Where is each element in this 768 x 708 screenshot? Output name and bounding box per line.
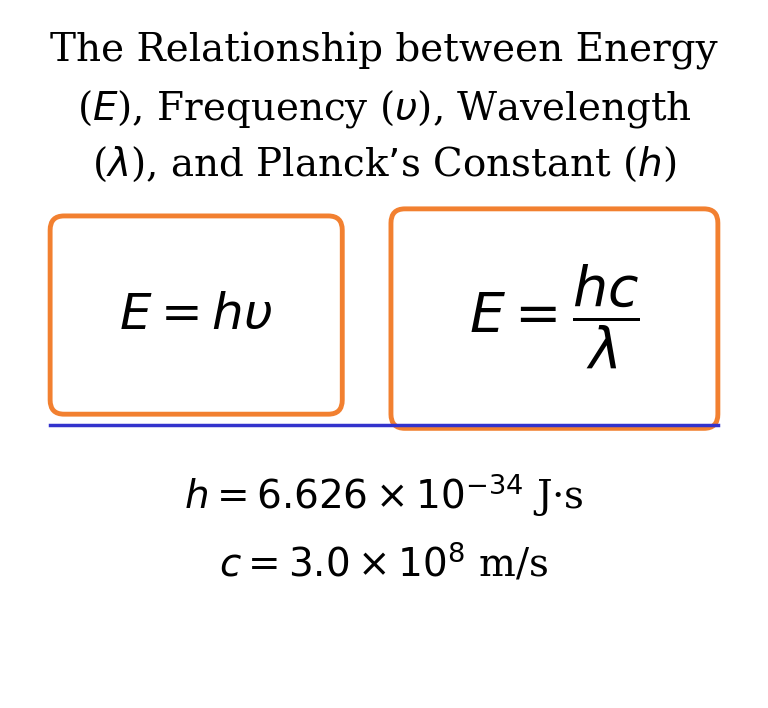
Text: $E=h\upsilon$: $E=h\upsilon$ bbox=[119, 290, 273, 340]
Text: $E = \dfrac{hc}{\lambda}$: $E = \dfrac{hc}{\lambda}$ bbox=[469, 263, 640, 371]
Text: ($E$), Frequency ($\upsilon$), Wavelength: ($E$), Frequency ($\upsilon$), Wavelengt… bbox=[77, 88, 691, 130]
Text: $h = 6.626 \times 10^{-34}$ J·s: $h = 6.626 \times 10^{-34}$ J·s bbox=[184, 471, 584, 518]
Text: ($\lambda$), and Planck’s Constant ($h$): ($\lambda$), and Planck’s Constant ($h$) bbox=[92, 145, 676, 184]
FancyBboxPatch shape bbox=[50, 216, 343, 414]
Text: The Relationship between Energy: The Relationship between Energy bbox=[50, 32, 718, 70]
Text: $c = 3.0 \times 10^{8}$ m/s: $c = 3.0 \times 10^{8}$ m/s bbox=[220, 542, 548, 584]
FancyBboxPatch shape bbox=[391, 209, 718, 428]
